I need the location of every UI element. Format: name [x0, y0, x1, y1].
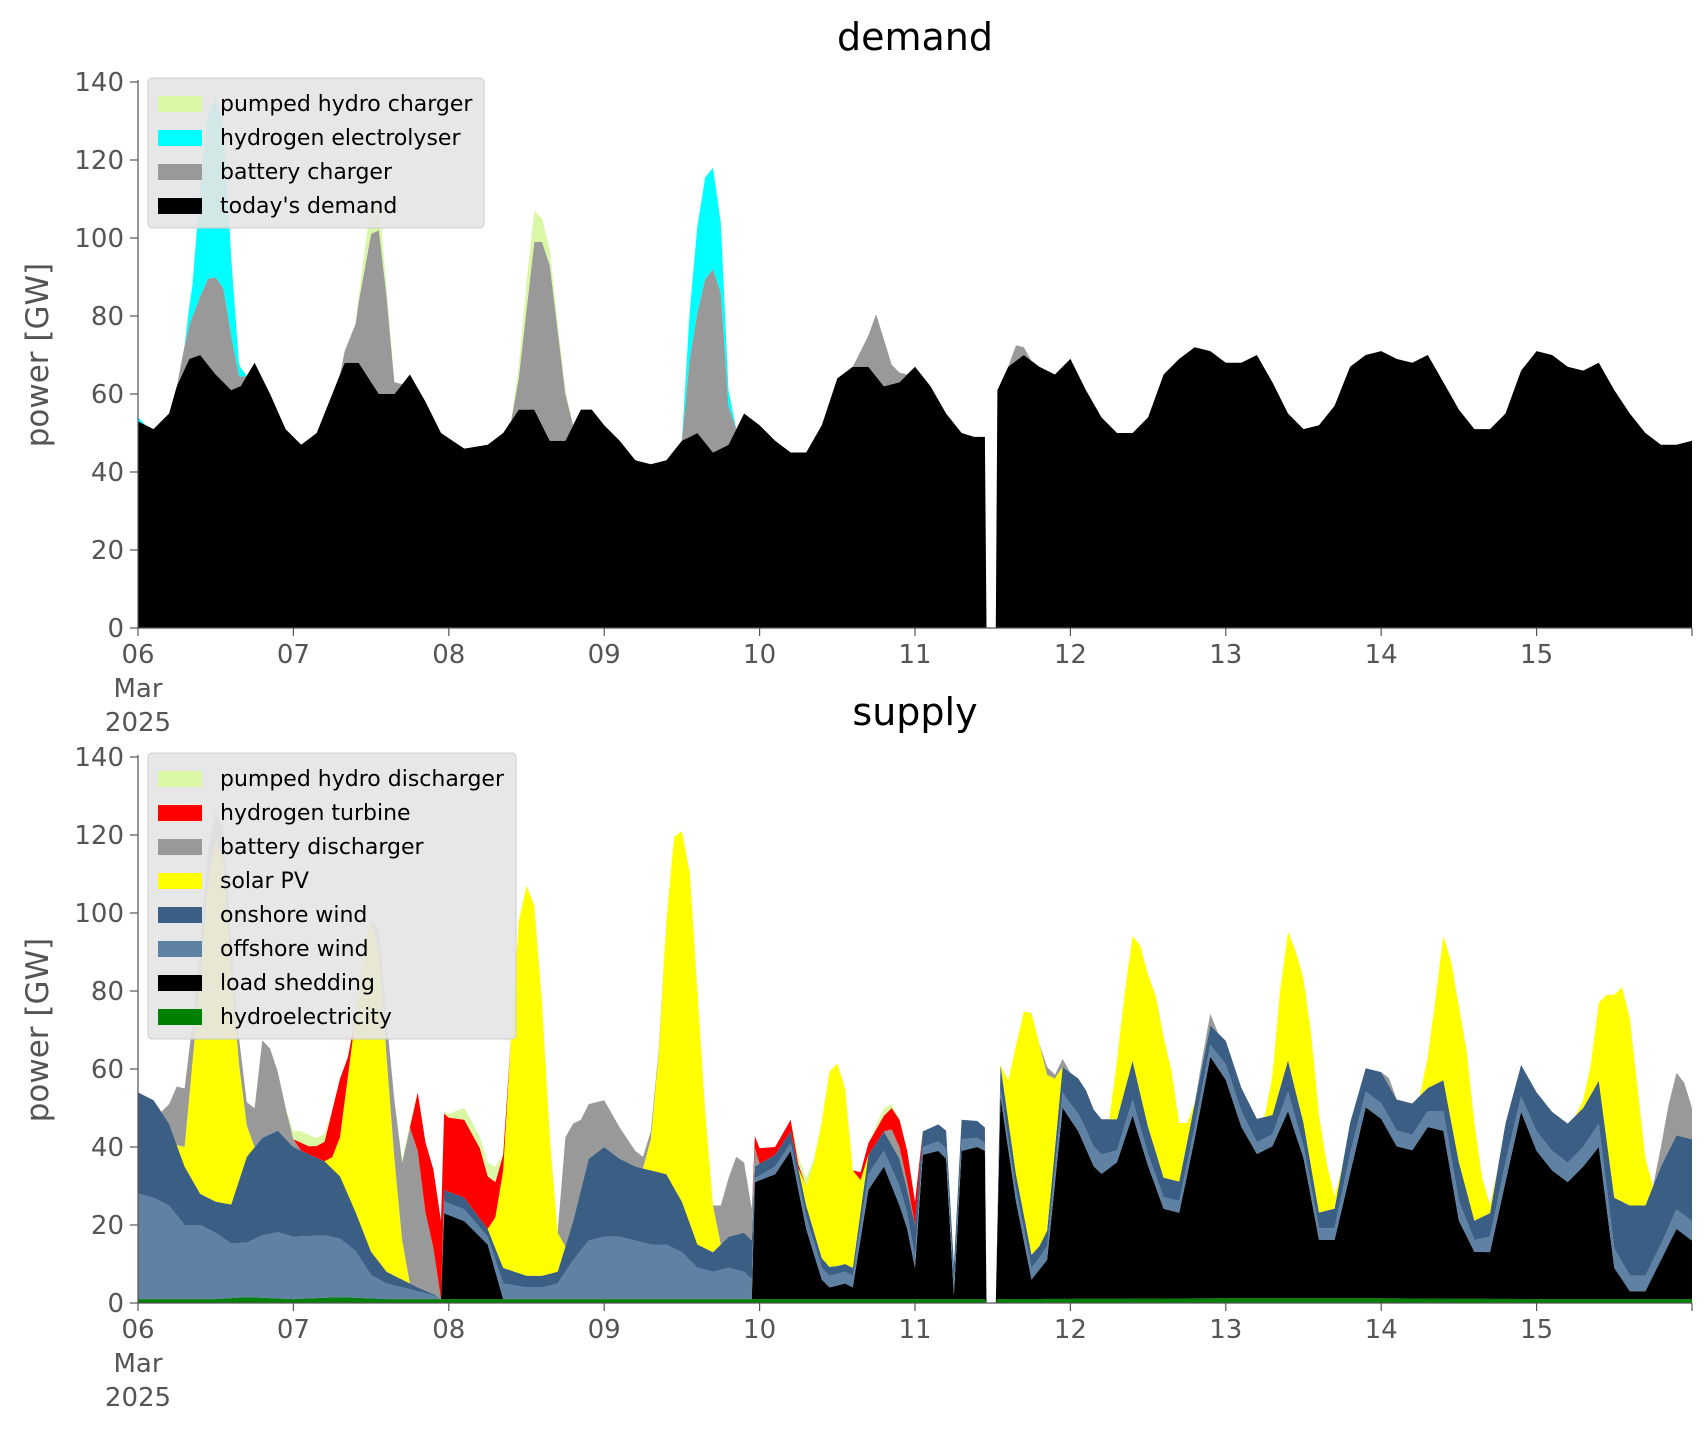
- chart-title: demand: [837, 15, 993, 59]
- legend-box: [147, 752, 517, 1040]
- x-tick-label: 15: [1520, 640, 1553, 670]
- y-tick-label: 100: [74, 224, 124, 254]
- series-area-solar-pv: [138, 831, 1692, 1303]
- legend-swatch-hydrogen-electrolyser: [158, 130, 202, 146]
- x-tick-label: 14: [1365, 1315, 1398, 1345]
- chart-title: supply: [852, 690, 977, 734]
- y-axis-label: power [GW]: [20, 938, 56, 1123]
- x-tick-label: Mar: [113, 1349, 162, 1379]
- x-tick-label: Mar: [113, 674, 162, 704]
- legend: pumped hydro discharger hydrogen turbine b…: [147, 752, 517, 1040]
- legend-label-onshore-wind: onshore wind: [220, 903, 367, 928]
- supply-chart: supply power [GW] 0 20 40 60 80 100 120 140 06 Mar 2…: [20, 690, 1693, 1413]
- legend-swatch-solar-pv: [158, 873, 202, 889]
- y-axis-label: power [GW]: [20, 263, 56, 448]
- legend-swatch-battery-charger: [158, 164, 202, 180]
- y-tick-label: 0: [107, 1289, 124, 1319]
- series-area-today-s-demand: [138, 347, 1692, 628]
- series-area-onshore-wind: [138, 1025, 1692, 1303]
- legend-label-solar-pv: solar PV: [220, 869, 309, 894]
- x-tick-label: 06: [121, 640, 154, 670]
- y-tick-label: 140: [74, 743, 124, 773]
- y-tick-label: 60: [91, 380, 124, 410]
- plot-area: [138, 97, 1692, 629]
- y-tick-label: 120: [74, 821, 124, 851]
- legend-swatch-battery-discharger: [158, 839, 202, 855]
- x-tick-label: 11: [898, 1315, 931, 1345]
- plot-area: [138, 810, 1692, 1303]
- x-tick-label: 14: [1365, 640, 1398, 670]
- x-tick-label: 07: [277, 640, 310, 670]
- series-area-battery-charger: [138, 230, 1692, 628]
- legend-swatch-hydroelectricity: [158, 1009, 202, 1025]
- legend-label-pumped-hydro-discharger: pumped hydro discharger: [220, 767, 505, 792]
- legend-swatch-onshore-wind: [158, 907, 202, 923]
- legend-label-today-s-demand: today's demand: [220, 194, 397, 219]
- legend-swatch-pumped-hydro-discharger: [158, 771, 202, 787]
- legend-label-hydrogen-turbine: hydrogen turbine: [220, 801, 411, 826]
- series-area-load-shedding: [138, 1056, 1692, 1303]
- x-tick-label: 06: [121, 1315, 154, 1345]
- x-tick-label: 12: [1054, 640, 1087, 670]
- legend-label-battery-discharger: battery discharger: [220, 835, 425, 860]
- legend-label-battery-charger: battery charger: [220, 160, 393, 185]
- legend-swatch-pumped-hydro-charger: [158, 96, 202, 112]
- x-tick-label: 08: [432, 640, 465, 670]
- y-tick-label: 100: [74, 899, 124, 929]
- y-tick-label: 40: [91, 1133, 124, 1163]
- x-tick-label: 15: [1520, 1315, 1553, 1345]
- x-tick-label: 12: [1054, 1315, 1087, 1345]
- legend-swatch-today-s-demand: [158, 198, 202, 214]
- y-tick-label: 20: [91, 536, 124, 566]
- y-tick-label: 20: [91, 1211, 124, 1241]
- x-tick-label: 11: [898, 640, 931, 670]
- legend-label-offshore-wind: offshore wind: [220, 937, 369, 962]
- demand-chart: demand power [GW] 0 20 40 60 80 100 120 140 06 Mar 2…: [20, 15, 1693, 738]
- x-tick-label: 08: [432, 1315, 465, 1345]
- y-tick-label: 140: [74, 68, 124, 98]
- x-tick-label: 10: [743, 1315, 776, 1345]
- legend-label-hydroelectricity: hydroelectricity: [220, 1005, 392, 1030]
- legend-box: [147, 77, 485, 229]
- x-tick-label: 10: [743, 640, 776, 670]
- x-tick-label: 09: [588, 640, 621, 670]
- x-tick-label: 2025: [105, 708, 171, 738]
- legend: pumped hydro charger hydrogen electrolyse…: [147, 77, 485, 229]
- y-tick-label: 40: [91, 458, 124, 488]
- x-tick-label: 07: [277, 1315, 310, 1345]
- y-tick-label: 0: [107, 614, 124, 644]
- series-area-hydroelectricity: [138, 1297, 1692, 1303]
- legend-label-pumped-hydro-charger: pumped hydro charger: [220, 92, 473, 117]
- series-area-hydrogen-turbine: [138, 810, 1692, 1303]
- series-area-offshore-wind: [138, 1044, 1692, 1303]
- x-tick-label: 13: [1209, 640, 1242, 670]
- legend-label-hydrogen-electrolyser: hydrogen electrolyser: [220, 126, 461, 151]
- x-tick-label: 2025: [105, 1383, 171, 1413]
- x-tick-label: 13: [1209, 1315, 1242, 1345]
- legend-swatch-load-shedding: [158, 975, 202, 991]
- y-tick-label: 60: [91, 1055, 124, 1085]
- y-tick-label: 120: [74, 146, 124, 176]
- y-tick-label: 80: [91, 302, 124, 332]
- legend-label-load-shedding: load shedding: [220, 971, 375, 996]
- legend-swatch-offshore-wind: [158, 941, 202, 957]
- x-tick-label: 09: [588, 1315, 621, 1345]
- legend-swatch-hydrogen-turbine: [158, 805, 202, 821]
- y-tick-label: 80: [91, 977, 124, 1007]
